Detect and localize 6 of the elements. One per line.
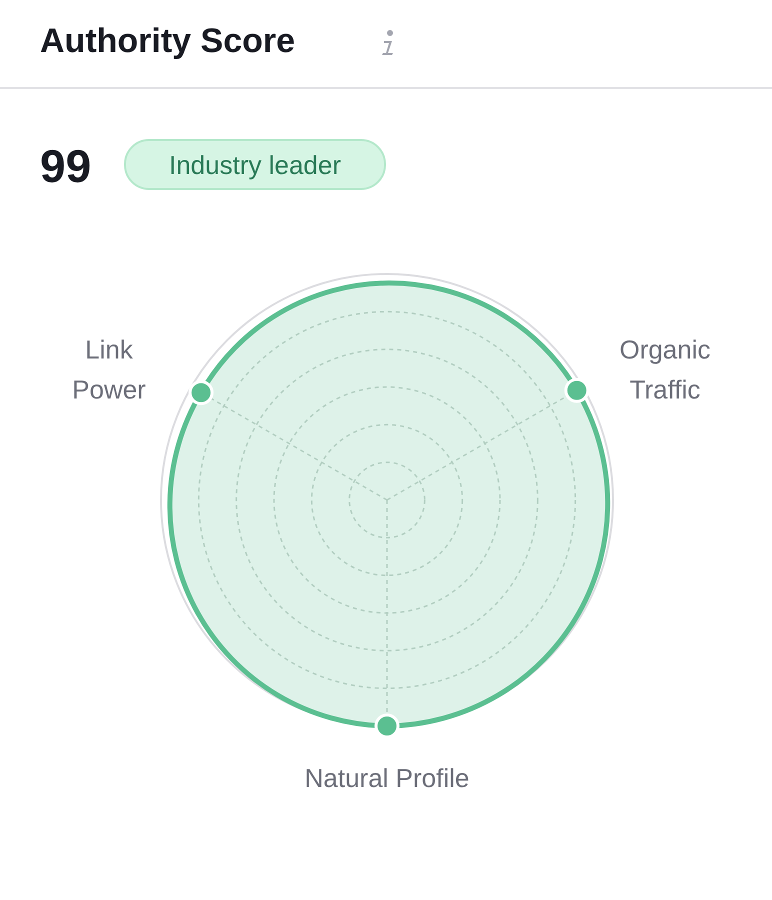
text: Industry leader	[169, 150, 342, 180]
chart-title: Authority Score	[40, 22, 296, 60]
text: 99	[40, 140, 92, 192]
spoke-label: Organic Traffic	[619, 334, 711, 404]
spoke-label: Link Power	[72, 334, 146, 404]
spoke-label: Natural Profile	[304, 763, 470, 793]
